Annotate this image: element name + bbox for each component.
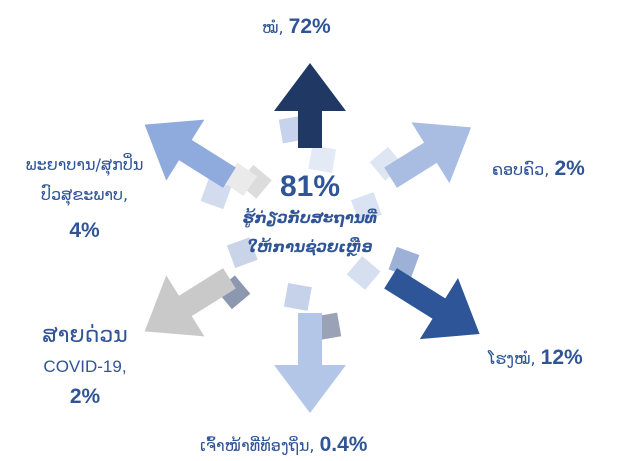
item-value: 0.4%: [319, 433, 368, 456]
item-label: COVID-19,: [43, 357, 127, 377]
deco-square: [308, 145, 337, 173]
label-top: ໝໍ, 72%: [262, 14, 331, 40]
arrow: [274, 63, 346, 148]
item-label: ພະຍາບານ/ສຸກປິ່ນ: [25, 155, 144, 174]
label-upper-right: ຄອບຄົວ, 2%: [492, 156, 585, 182]
label-lower-right: ໂຮງໝໍ, 12%: [488, 345, 583, 371]
center: 81% ຮູ້ກ່ຽວກັບສະຖານທີ່ ໃຫ້ການຊ່ວຍເຫຼືອ: [210, 170, 410, 261]
item-value: 2%: [69, 385, 101, 409]
arrow: [144, 119, 236, 188]
deco-square: [346, 256, 381, 290]
item-label: ໂຮງໝໍ,: [488, 349, 536, 368]
item-label: ປົວສຸຂະພາບ,: [40, 185, 129, 205]
item-value: 12%: [540, 346, 583, 369]
item-label: ສາຍດ່ວນ: [42, 323, 128, 348]
deco-square: [226, 237, 258, 269]
arrow: [384, 122, 472, 188]
label-upper-left: ພະຍາບານ/ສຸກປິ່ນ ປົວສຸຂະພາບ, 4%: [2, 150, 167, 251]
center-text: ໃຫ້ການຊ່ວຍເຫຼືອ: [247, 237, 373, 256]
deco-square: [283, 283, 312, 311]
item-label: ຄອບຄົວ,: [492, 160, 550, 179]
label-lower-left: ສາຍດ່ວນ COVID-19, 2%: [20, 318, 150, 414]
item-value: 72%: [288, 15, 331, 38]
center-value: 81%: [279, 170, 341, 203]
deco-square: [351, 192, 382, 223]
item-value: 4%: [69, 218, 100, 242]
item-value: 2%: [554, 157, 585, 180]
label-bottom: ເຈົ້າໜ້າທີ່ທ້ອງຖິ່ນ, 0.4%: [200, 432, 367, 458]
item-label: ໝໍ,: [262, 18, 284, 37]
arrow: [144, 268, 236, 337]
arrow: [274, 313, 346, 413]
center-text: ຮູ້ກ່ຽວກັບສະຖານທີ່: [242, 209, 378, 227]
item-label: ເຈົ້າໜ້າທີ່ທ້ອງຖິ່ນ,: [200, 436, 315, 455]
arrow: [384, 268, 480, 340]
